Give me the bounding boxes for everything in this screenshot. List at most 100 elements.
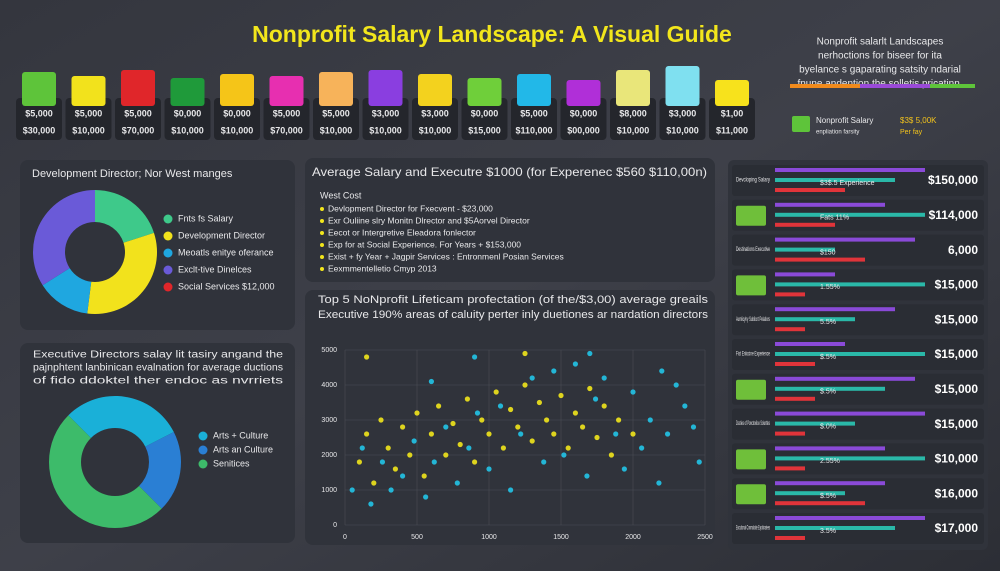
scatter-point (457, 441, 463, 448)
scatter-point (639, 445, 645, 451)
y-tick-label: 5000 (321, 347, 337, 354)
tile-label: $0,000 (570, 108, 598, 118)
icon (792, 116, 810, 132)
info-title: Average Salary and Executre $1000 (for E… (312, 165, 707, 179)
bullet-dot (320, 243, 324, 247)
row-bar (775, 481, 885, 486)
legend-strip-bar (790, 84, 860, 88)
scatter-point (356, 459, 362, 465)
scatter-point (436, 403, 442, 409)
row-label: Devcloping Salary (736, 178, 770, 184)
scatter-point (558, 392, 564, 399)
tile (22, 72, 56, 106)
row-bar (775, 247, 835, 252)
row-icon (736, 379, 766, 400)
scatter-point (508, 406, 514, 413)
scatter-point (428, 378, 434, 385)
row-note: $.5% (820, 389, 836, 396)
tile-sublabel: $15,000 (468, 125, 501, 135)
legend-label: Social Services $12,000 (178, 281, 275, 291)
row-bar (775, 456, 925, 461)
tile-sublabel: $30,000 (23, 125, 56, 135)
bullet-dot (320, 255, 324, 259)
row-label: Fist Enlocine Experience (736, 352, 770, 358)
tile-base (461, 98, 508, 140)
header-note: byelance s gaparating satsity ndarial (799, 65, 961, 76)
row-amount: $15,000 (935, 382, 979, 396)
row-icon (736, 275, 766, 296)
row-amount: $17,000 (935, 521, 979, 535)
row-amount: $15,000 (935, 347, 979, 361)
scatter-point (454, 480, 460, 486)
row-bar (775, 536, 805, 540)
tile-label: $3,000 (421, 108, 449, 118)
row-amount: 6,000 (948, 243, 978, 257)
pie-slice (95, 190, 154, 243)
chart-title: Top 5 NoNprofit Lifeticam profectation (… (318, 294, 709, 306)
row-note: $.5% (820, 493, 836, 500)
tile-sublabel: $70,000 (122, 125, 155, 135)
tile-sublabel: $10,000 (320, 125, 353, 135)
row-note: $.0% (820, 423, 836, 430)
tile-sublabel: $10,000 (171, 125, 204, 135)
scatter-point (400, 473, 406, 479)
scatter-point (529, 375, 535, 381)
y-tick-label: 0 (333, 522, 337, 529)
scatter-point (497, 403, 504, 409)
bullet-text: Eecot or Intergretive Eleadora fonlector (328, 227, 476, 237)
row-label: Eocutional Conmulaite Exploiratees (736, 526, 770, 532)
scatter-point (659, 368, 665, 374)
row-bar (775, 292, 805, 297)
row-note: 5.5% (820, 319, 836, 326)
legend-swatch (163, 265, 173, 275)
row-note: $150 (820, 249, 836, 256)
legend-strip-item: Per fay (900, 129, 923, 136)
scatter-point (428, 431, 434, 437)
tile-sublabel: $10,000 (221, 125, 254, 135)
bullet-text: Devlopment Director for Fxecvent - $23,0… (328, 203, 493, 213)
legend-swatch (198, 445, 208, 455)
tile-base (412, 98, 458, 140)
x-tick-label: 0 (343, 534, 347, 541)
row-bar (775, 342, 845, 346)
row-amount: $15,000 (935, 312, 979, 326)
tile (170, 78, 205, 106)
scatter-point (664, 431, 671, 437)
chart-title: Development Director; Nor West manges (32, 168, 233, 180)
scatter-point (592, 396, 599, 402)
bullet-dot (320, 219, 324, 223)
header-note: nerhoctions for biseer for ita (818, 51, 942, 62)
tile (269, 76, 304, 106)
pie-slice (87, 232, 158, 314)
tile-base (115, 98, 161, 140)
scatter-point (423, 494, 429, 500)
scatter-point (486, 466, 492, 472)
row-bar (775, 352, 925, 356)
tile-sublabel: $10,000 (419, 125, 452, 135)
scatter-point (349, 487, 355, 493)
panel (305, 290, 715, 545)
tile-base (709, 98, 755, 140)
bullet-text: Exist + fy Year + Jagpir Services : Entr… (328, 251, 564, 261)
row-bar (775, 212, 925, 217)
tile (220, 74, 254, 106)
tile-sublabel: $10,000 (72, 125, 105, 135)
legend-label: Senitices (213, 458, 250, 468)
row-amount: $10,000 (935, 452, 979, 466)
scatter-point (500, 445, 506, 451)
legend-strip-bar (860, 84, 930, 88)
scatter-point (621, 466, 627, 472)
tile (467, 78, 502, 106)
scatter-point (656, 480, 662, 486)
row-bar (775, 411, 925, 416)
pie-slice (68, 395, 174, 447)
legend-label: Development Director (178, 230, 265, 240)
scatter-point (411, 438, 417, 444)
row-bar (775, 202, 885, 207)
tile (665, 66, 700, 106)
tile-label: $5,000 (75, 108, 103, 118)
row-amount: $16,000 (935, 486, 979, 500)
x-tick-label: 2500 (697, 534, 713, 541)
row-bar (775, 178, 895, 182)
scatter-point (371, 480, 377, 486)
